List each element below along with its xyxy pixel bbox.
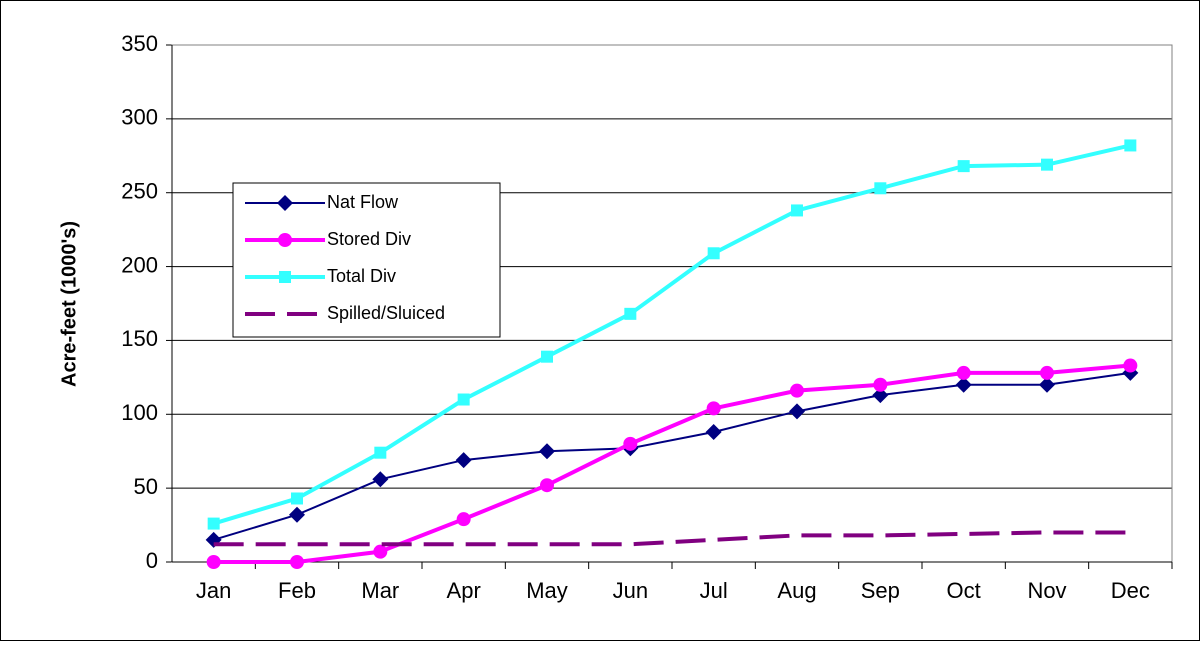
data-point [372,471,389,488]
legend-label: Stored Div [327,229,411,249]
data-point [289,506,305,523]
data-point [291,492,303,505]
data-point [956,365,971,380]
data-point [373,544,388,559]
data-point [541,350,553,363]
legend-marker [278,233,292,247]
data-point [1040,365,1054,380]
legend-label: Spilled/Sluiced [327,303,445,323]
legend-marker [277,195,293,211]
data-point [456,512,471,527]
y-axis-label: Acre-feet (1000's) [58,221,80,387]
data-point [624,307,637,320]
x-tick-label: Aug [777,578,816,603]
x-tick-label: Nov [1027,578,1066,603]
legend-marker [279,271,291,283]
x-tick-label: Mar [361,578,399,603]
x-tick-label: Dec [1111,578,1150,603]
data-point [455,452,472,469]
data-point [705,424,722,441]
data-point [874,182,887,195]
x-tick-label: Apr [447,578,481,603]
data-point [1039,376,1055,393]
data-point [707,247,720,260]
legend-box [232,182,501,338]
data-point [1123,358,1138,373]
data-point [290,555,304,569]
data-point [791,204,803,217]
data-point [457,393,470,406]
data-point [540,478,554,493]
y-tick-label: 350 [121,31,158,56]
data-point [789,403,805,420]
series-line [213,530,1131,547]
y-tick-label: 200 [121,252,158,277]
y-tick-label: 150 [121,326,158,351]
data-point [206,555,221,569]
data-point [1124,139,1137,152]
y-tick-label: 100 [121,400,158,425]
x-tick-label: Jul [700,578,728,603]
data-point [706,401,721,416]
data-point [374,446,387,459]
data-point [955,376,972,393]
data-point [207,517,220,530]
y-tick-label: 250 [121,179,158,204]
y-tick-label: 300 [121,105,158,130]
x-tick-label: May [526,578,568,603]
data-point [1041,158,1053,171]
data-point [790,383,804,398]
x-tick-label: Jan [196,578,231,603]
series-line [213,371,1131,541]
legend-label: Total Div [327,266,396,286]
x-tick-label: Feb [278,578,316,603]
data-point [623,436,638,451]
data-point [873,377,888,392]
x-tick-label: Jun [613,578,648,603]
y-tick-label: 0 [146,548,158,573]
series-line [213,363,1131,564]
data-point [539,443,555,460]
x-tick-label: Sep [861,578,900,603]
y-tick-label: 50 [134,474,158,499]
series-line [213,143,1131,526]
legend-label: Nat Flow [327,192,399,212]
data-point [872,387,889,404]
data-point [957,160,970,173]
x-tick-label: Oct [947,578,981,603]
